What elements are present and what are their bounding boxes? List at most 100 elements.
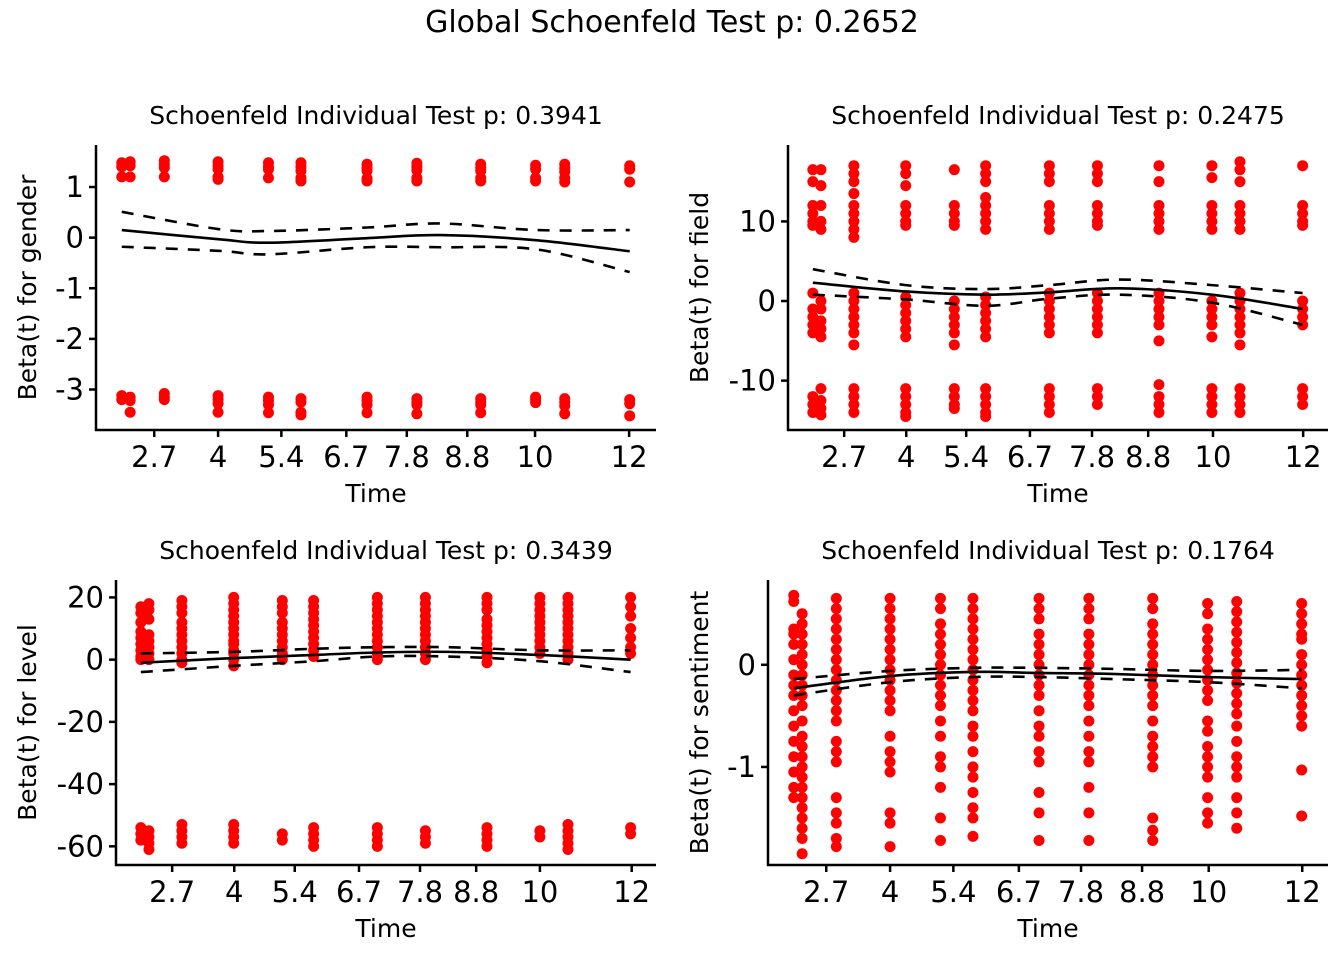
- data-point: [1033, 689, 1045, 701]
- data-point: [1033, 592, 1045, 604]
- data-point: [967, 746, 979, 758]
- data-point: [967, 664, 979, 676]
- data-point: [934, 628, 946, 640]
- data-point: [848, 188, 860, 200]
- data-point: [796, 812, 808, 824]
- data-point: [848, 383, 860, 395]
- data-point: [884, 705, 896, 717]
- data-point: [361, 165, 373, 177]
- data-point: [830, 633, 842, 645]
- data-point: [815, 395, 827, 407]
- data-point: [900, 323, 912, 335]
- x-tick-label: 2.7: [803, 875, 849, 909]
- data-point: [1147, 824, 1159, 836]
- data-point: [788, 720, 800, 732]
- panel-2: Schoenfeld Individual Test p: 0.2475 Time…: [685, 101, 1328, 508]
- data-point: [848, 160, 860, 172]
- data-point: [1033, 638, 1045, 650]
- data-point: [1296, 679, 1308, 691]
- data-point: [530, 163, 542, 175]
- data-point: [788, 781, 800, 793]
- data-point: [276, 607, 288, 619]
- data-point: [967, 695, 979, 707]
- data-point: [1206, 311, 1218, 323]
- data-point: [1231, 657, 1243, 669]
- data-point: [371, 654, 383, 666]
- data-point: [830, 756, 842, 768]
- data-point: [624, 163, 636, 175]
- data-point: [934, 761, 946, 773]
- data-point: [796, 822, 808, 834]
- data-point: [1153, 176, 1165, 188]
- data-point: [980, 410, 992, 422]
- data-point: [1043, 311, 1055, 323]
- x-axis-label: Time: [354, 914, 416, 943]
- data-point: [1231, 616, 1243, 628]
- data-point: [116, 171, 128, 183]
- data-point: [884, 623, 896, 635]
- fit-line: [793, 670, 1302, 690]
- data-point: [1297, 383, 1309, 395]
- x-tick-label: 12: [1285, 440, 1322, 474]
- x-tick-label: 10: [1190, 875, 1227, 909]
- data-point: [1043, 295, 1055, 307]
- data-point: [980, 200, 992, 212]
- x-tick-label: 4: [209, 440, 227, 474]
- upper-ci-line: [140, 645, 631, 655]
- x-tick-label: 8.8: [444, 440, 490, 474]
- data-point: [1231, 792, 1243, 804]
- data-point: [948, 164, 960, 176]
- data-point: [848, 399, 860, 411]
- data-point: [948, 327, 960, 339]
- data-point: [1206, 331, 1218, 343]
- data-point: [848, 207, 860, 219]
- data-point: [967, 786, 979, 798]
- data-point: [900, 315, 912, 327]
- data-point: [176, 837, 188, 849]
- fit-line: [121, 228, 630, 253]
- data-point: [1206, 319, 1218, 331]
- data-point: [980, 323, 992, 335]
- data-point: [884, 613, 896, 625]
- data-point: [276, 834, 288, 846]
- data-point: [948, 319, 960, 331]
- data-point: [1043, 223, 1055, 235]
- y-tick-label: 0: [66, 221, 84, 255]
- data-point: [1297, 295, 1309, 307]
- data-point: [1231, 698, 1243, 710]
- x-tick-label: 7.8: [384, 440, 430, 474]
- data-point: [884, 730, 896, 742]
- data-point: [934, 700, 946, 712]
- data-point: [158, 171, 170, 183]
- data-point: [1297, 219, 1309, 231]
- data-point: [934, 834, 946, 846]
- data-point: [967, 643, 979, 655]
- data-point: [934, 679, 946, 691]
- data-point: [1147, 603, 1159, 615]
- data-point: [884, 746, 896, 758]
- data-point: [1234, 406, 1246, 418]
- data-point: [1296, 633, 1308, 645]
- data-point: [625, 828, 637, 840]
- data-point: [848, 327, 860, 339]
- data-point: [262, 399, 274, 411]
- data-point: [1083, 613, 1095, 625]
- data-point: [1297, 160, 1309, 172]
- data-point: [1091, 311, 1103, 323]
- data-point: [934, 638, 946, 650]
- data-point: [1296, 649, 1308, 661]
- data-point: [1231, 807, 1243, 819]
- data-point: [934, 592, 946, 604]
- data-point: [176, 657, 188, 669]
- y-axis-label: Beta(t) for level: [13, 624, 42, 821]
- data-point: [815, 295, 827, 307]
- x-tick-label: 12: [613, 875, 650, 909]
- data-point: [884, 592, 896, 604]
- data-point: [848, 319, 860, 331]
- y-tick-label: 0: [738, 648, 756, 682]
- data-point: [1043, 406, 1055, 418]
- y-tick-label: -1: [727, 750, 756, 784]
- data-point: [1153, 303, 1165, 315]
- y-axis-label: Beta(t) for gender: [13, 174, 42, 401]
